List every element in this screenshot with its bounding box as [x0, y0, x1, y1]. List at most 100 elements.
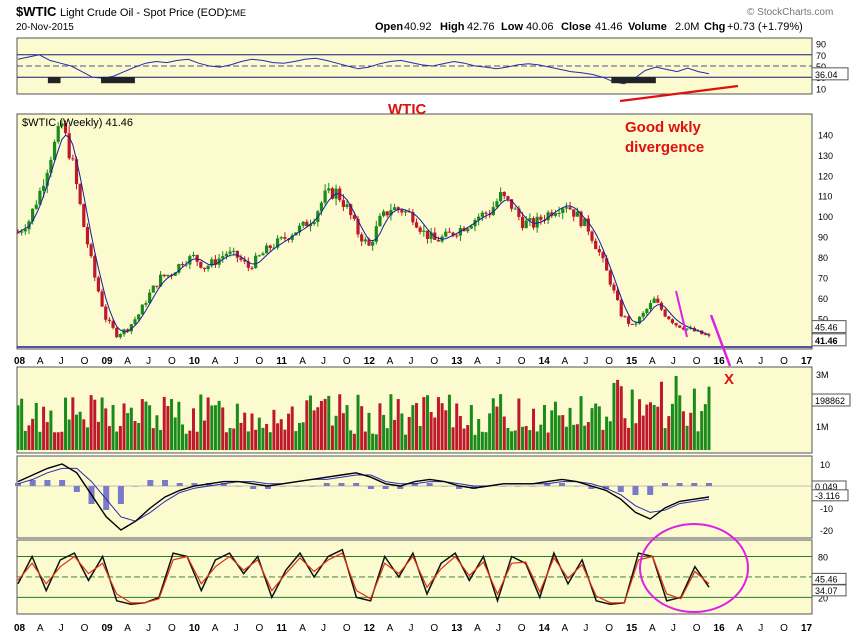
- macd-histogram-bar: [264, 486, 271, 489]
- macd-histogram-bar: [15, 483, 21, 486]
- macd-histogram-bar: [529, 486, 536, 487]
- price-candle: [550, 212, 554, 216]
- x-tick-label-top: 13: [451, 356, 463, 367]
- price-candle: [100, 291, 104, 307]
- x-tick-label-bottom: 09: [101, 623, 113, 634]
- volume-bar: [583, 425, 587, 450]
- volume-bar: [210, 405, 214, 450]
- price-candle: [389, 209, 393, 216]
- volume-bar: [371, 433, 375, 450]
- volume-bar: [166, 406, 170, 450]
- macd-panel: [16, 455, 813, 539]
- rsi-oversold-fill: [611, 77, 656, 84]
- x-tick-label-top: A: [212, 356, 219, 367]
- macd-histogram-bar: [250, 486, 257, 489]
- price-candle: [634, 323, 638, 325]
- volume-bar: [213, 405, 217, 450]
- macd-histogram-bar: [323, 483, 330, 486]
- x-tick-label-top: 14: [539, 356, 551, 367]
- price-candle: [608, 270, 612, 285]
- volume-bar: [506, 428, 510, 450]
- x-tick-label-top: A: [124, 356, 131, 367]
- x-tick-label-bottom: O: [255, 623, 263, 634]
- volume-bar: [78, 411, 82, 450]
- x-axis-layer: 08 A J O 09 A J O 10 A J O 11 A J O 12 A J O 13 A J O 14 A J O 15 A J O…: [14, 356, 813, 634]
- volume-bar: [557, 415, 561, 450]
- volume-bar: [433, 417, 437, 450]
- volume-bar: [111, 404, 115, 450]
- price-candle: [89, 244, 93, 257]
- volume-bar: [31, 418, 35, 450]
- price-candle: [162, 274, 166, 277]
- volume-bar: [34, 402, 38, 450]
- volume-bar: [173, 417, 177, 450]
- x-tick-label-top: A: [387, 356, 394, 367]
- price-candle: [254, 255, 258, 269]
- price-candle: [188, 256, 192, 265]
- price-candle: [553, 213, 558, 216]
- x-tick-label-top: J: [59, 356, 64, 367]
- price-candle: [137, 314, 141, 320]
- volume-bar: [590, 408, 594, 450]
- volume-bar: [696, 431, 700, 450]
- volume-bar: [678, 395, 682, 450]
- price-candle: [615, 290, 620, 301]
- price-candle: [356, 218, 360, 235]
- volume-bar: [623, 418, 627, 450]
- macd-histogram-bar: [676, 483, 683, 486]
- divergence-annotation-line1: Good wkly: [625, 119, 702, 136]
- macd-histogram-bar: [220, 483, 227, 486]
- price-candle: [155, 285, 159, 287]
- x-tick-label-bottom: A: [124, 623, 131, 634]
- price-candle: [23, 229, 27, 232]
- x-tick-label-bottom: 08: [14, 623, 26, 634]
- x-tick-label-bottom: A: [649, 623, 656, 634]
- price-candle: [107, 319, 112, 322]
- x-tick-label-bottom: O: [693, 623, 701, 634]
- macd-tick-label: 10: [820, 460, 830, 470]
- volume-bar: [122, 403, 126, 450]
- divergence-annotation-line2: divergence: [625, 139, 704, 156]
- x-tick-label-bottom: J: [409, 623, 414, 634]
- volume-bar: [561, 415, 565, 450]
- volume-bar: [524, 426, 528, 450]
- price-candle: [363, 239, 367, 242]
- x-tick-label-top: O: [343, 356, 351, 367]
- macd-histogram-bar: [162, 480, 169, 486]
- price-candle: [641, 312, 645, 317]
- volume-bar: [341, 413, 345, 450]
- price-candle: [648, 302, 653, 310]
- price-candle: [308, 224, 313, 227]
- volume-bar: [67, 419, 71, 450]
- macd-badge-lower-text: -3.116: [815, 491, 840, 501]
- price-candle: [480, 212, 484, 217]
- volume-bar: [601, 429, 605, 450]
- volume-bar: [447, 394, 451, 450]
- price-candle: [513, 208, 517, 210]
- volume-bar: [535, 431, 539, 450]
- price-candle: [265, 245, 269, 254]
- date: 20-Nov-2015: [16, 22, 74, 33]
- x-tick-label-top: J: [321, 356, 326, 367]
- volume-bar: [319, 400, 323, 450]
- price-candle: [451, 232, 455, 236]
- x-tick-label-top: 15: [626, 356, 638, 367]
- macd-histogram-bar: [617, 486, 624, 492]
- volume-bar: [155, 415, 159, 450]
- volume-bar: [553, 401, 557, 450]
- x-tick-label-bottom: 14: [539, 623, 551, 634]
- price-candle: [31, 208, 35, 222]
- volume-value: 2.0M: [675, 21, 699, 33]
- volume-bar: [107, 426, 111, 450]
- rsi-badge: [811, 67, 849, 81]
- macd-badge-lower: [811, 489, 849, 502]
- macd-histogram-bar: [44, 480, 51, 486]
- price-candle: [619, 300, 623, 317]
- projection-line: [709, 314, 732, 367]
- macd-histogram-bar: [235, 486, 242, 487]
- volume-bar: [528, 430, 532, 450]
- volume-bar: [488, 413, 492, 450]
- price-candle: [52, 141, 57, 160]
- volume-bar: [393, 419, 397, 450]
